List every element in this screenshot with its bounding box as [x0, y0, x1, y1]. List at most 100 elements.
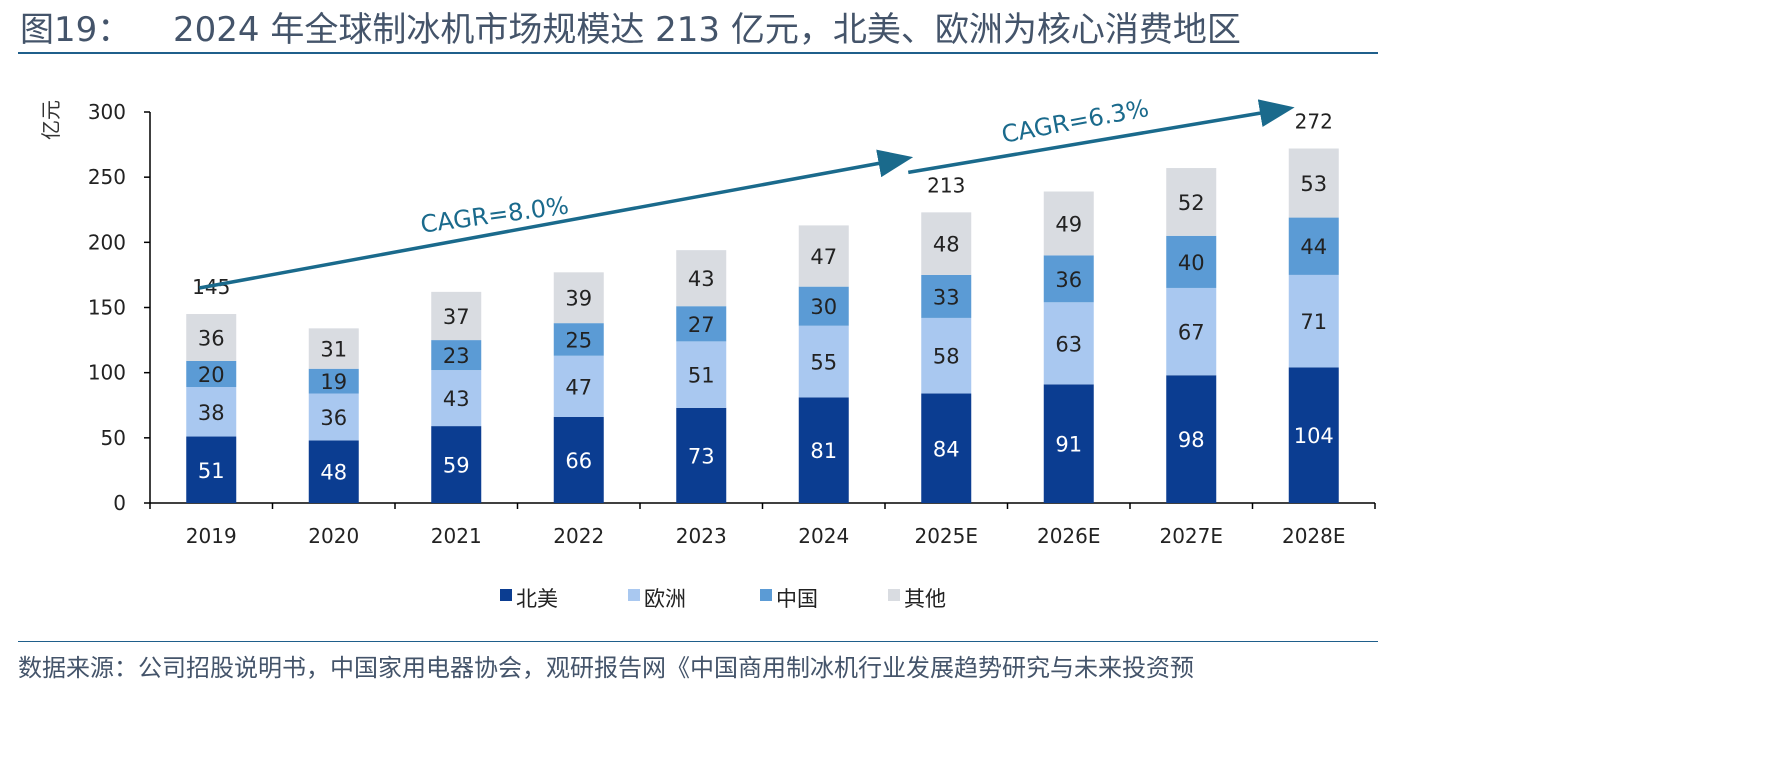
bar-segment [1288, 148, 1339, 218]
bar-segment [798, 397, 849, 503]
bar-segment [186, 387, 237, 437]
bar-value-label: 36 [198, 326, 225, 350]
bar-segment [798, 286, 849, 326]
cagr-label: CAGR=8.0% [419, 191, 570, 238]
bar-segment [1043, 384, 1094, 503]
bars: 5138203614548361931594323376647253973512… [186, 109, 1339, 503]
bar-segment [186, 436, 237, 503]
bar-value-label: 38 [198, 401, 225, 425]
x-tick-label: 2021 [431, 524, 482, 548]
bar-segment [431, 426, 482, 503]
bar-segment [1043, 302, 1094, 385]
bar-value-label: 43 [443, 387, 470, 411]
bar-segment [1166, 235, 1217, 288]
bar-segment [676, 341, 727, 408]
bar-segment [676, 250, 727, 307]
bar-value-label: 52 [1178, 191, 1205, 215]
y-tick-label: 150 [88, 296, 126, 320]
bar-segment [1166, 375, 1217, 503]
bar-value-label: 44 [1300, 235, 1327, 259]
bar-segment [921, 212, 972, 275]
bar-value-label: 63 [1055, 332, 1082, 356]
bar-value-label: 58 [933, 345, 960, 369]
legend-swatch [760, 589, 772, 601]
bar-value-label: 47 [810, 245, 837, 269]
bar-segment [431, 370, 482, 427]
bar-value-label: 30 [810, 295, 837, 319]
x-tick-label: 2025E [914, 524, 978, 548]
bar-value-label: 36 [320, 406, 347, 430]
bar-segment [1288, 367, 1339, 503]
x-tick-label: 2028E [1282, 524, 1346, 548]
bar-total-label: 272 [1295, 109, 1333, 133]
bar-segment [921, 393, 972, 503]
bar-segment [1043, 191, 1094, 256]
bar-value-label: 73 [688, 444, 715, 468]
y-tick-label: 200 [88, 230, 126, 254]
y-tick-label: 50 [101, 426, 126, 450]
legend: 北美 欧洲 中国 其他 [500, 587, 946, 611]
bar-value-label: 53 [1300, 172, 1327, 196]
legend-label: 中国 [776, 587, 818, 611]
y-tick-label: 250 [88, 165, 126, 189]
bar-value-label: 51 [198, 459, 225, 483]
bar-segment [1288, 274, 1339, 368]
bar-segment [1166, 287, 1217, 376]
bar-value-label: 43 [688, 267, 715, 291]
annotations: CAGR=8.0% CAGR=6.3% [198, 94, 1295, 290]
y-tick-label: 100 [88, 361, 126, 385]
bar-value-label: 49 [1055, 212, 1082, 236]
x-tick-label: 2024 [798, 524, 849, 548]
x-tick-label: 2026E [1037, 524, 1101, 548]
bar-segment [553, 323, 604, 356]
bar-value-label: 55 [810, 351, 837, 375]
bar-segment [1166, 168, 1217, 236]
legend-swatch [628, 589, 640, 601]
legend-swatch [888, 589, 900, 601]
bar-value-label: 98 [1178, 428, 1205, 452]
bar-segment [553, 272, 604, 324]
bar-segment [1043, 255, 1094, 303]
bar-value-label: 47 [565, 375, 592, 399]
source-note: 数据来源：公司招股说明书，中国家用电器协会，观研报告网《中国商用制冰机行业发展趋… [18, 654, 1194, 682]
figure-title: 2024 年全球制冰机市场规模达 213 亿元，北美、欧洲为核心消费地区 [173, 10, 1241, 50]
bar-segment [1288, 217, 1339, 275]
bar-value-label: 51 [688, 364, 715, 388]
bar-value-label: 91 [1055, 433, 1082, 457]
bar-value-label: 48 [320, 461, 347, 485]
bar-segment [553, 416, 604, 503]
bar-segment [308, 393, 359, 441]
x-tick-label: 2020 [308, 524, 359, 548]
legend-label: 其他 [904, 587, 946, 611]
bar-value-label: 20 [198, 363, 225, 387]
bar-segment [308, 440, 359, 503]
bar-value-label: 19 [320, 370, 347, 394]
bar-segment [431, 340, 482, 371]
bar-segment [308, 368, 359, 394]
bar-value-label: 40 [1178, 251, 1205, 275]
bar-value-label: 71 [1300, 310, 1327, 334]
x-tick-label: 2019 [186, 524, 237, 548]
legend-label: 欧洲 [644, 587, 686, 611]
source-divider [18, 641, 1378, 642]
x-tick-label: 2023 [676, 524, 727, 548]
bar-value-label: 81 [810, 439, 837, 463]
bar-segment [676, 407, 727, 503]
figure-header: 图19： 2024 年全球制冰机市场规模达 213 亿元，北美、欧洲为核心消费地… [18, 0, 1378, 54]
bar-value-label: 27 [688, 313, 715, 337]
bar-value-label: 31 [320, 338, 347, 362]
bar-segment [553, 355, 604, 417]
bar-value-label: 23 [443, 344, 470, 368]
cagr-arrow [198, 149, 914, 290]
bar-value-label: 59 [443, 454, 470, 478]
bar-segment [798, 325, 849, 398]
figure-label: 图19： [20, 10, 132, 50]
bar-value-label: 66 [565, 449, 592, 473]
bar-segment [921, 274, 972, 318]
cagr-arrow [907, 99, 1295, 175]
bar-value-label: 67 [1178, 321, 1205, 345]
x-tick-label: 2022 [553, 524, 604, 548]
bar-value-label: 36 [1055, 268, 1082, 292]
